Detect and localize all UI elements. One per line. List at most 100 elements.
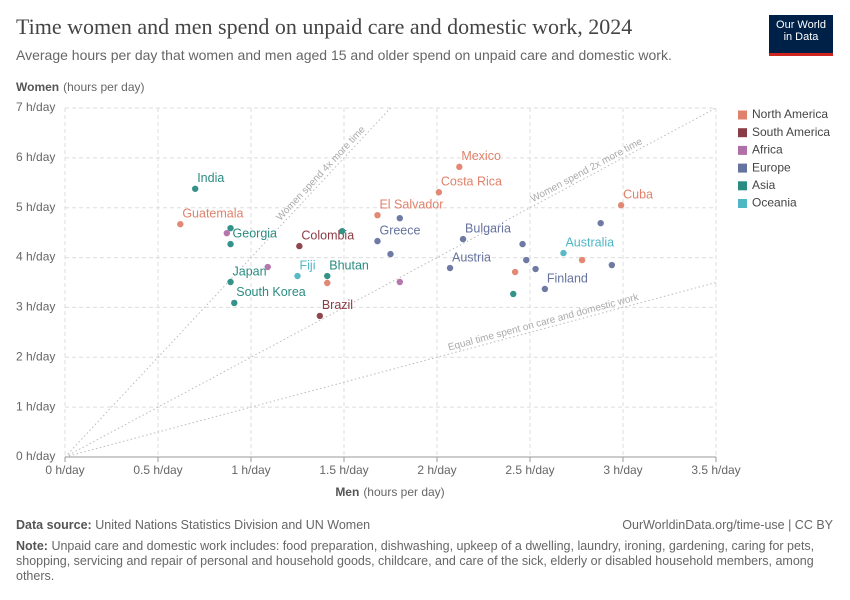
- point-label: Colombia: [301, 228, 354, 242]
- point: [227, 240, 234, 248]
- x-axis-label: Men (hours per day): [335, 485, 444, 499]
- point: [374, 211, 381, 219]
- point: [459, 235, 467, 243]
- y-tick-label: 6 h/day: [16, 150, 55, 164]
- point-label: Mexico: [461, 149, 501, 163]
- x-tick-label: 2 h/day: [417, 463, 456, 477]
- y-axis-unit: (hours per day): [63, 80, 144, 94]
- x-axis-unit: (hours per day): [363, 485, 444, 499]
- legend-label: South America: [752, 125, 830, 139]
- reference-label: Equal time spent on care and domestic wo…: [447, 292, 641, 354]
- legend-swatch: [738, 110, 747, 120]
- point: [387, 250, 394, 258]
- point: [227, 224, 234, 232]
- legend-label: North America: [752, 107, 828, 121]
- source: Data source: United Nations Statistics D…: [16, 518, 370, 532]
- point: [560, 249, 567, 257]
- point-label: Costa Rica: [441, 175, 502, 189]
- point: [294, 272, 301, 280]
- point-label: South Korea: [236, 285, 306, 299]
- legend-swatch: [738, 199, 747, 208]
- point: [324, 279, 331, 287]
- point-label: Australia: [565, 235, 614, 249]
- y-axis-title: Women: [16, 80, 59, 94]
- reference-label: Women spend 4x more time: [275, 124, 369, 223]
- point: [541, 285, 549, 293]
- point-label: El Salvador: [379, 197, 443, 211]
- point: [324, 272, 331, 280]
- point: [192, 185, 199, 192]
- legend-swatch: [738, 181, 747, 191]
- legend-swatch: [738, 145, 747, 155]
- point: [510, 290, 517, 298]
- point-label: Bulgaria: [465, 221, 511, 235]
- point: [296, 242, 303, 250]
- point: [264, 263, 271, 271]
- point-label: Fiji: [300, 258, 316, 272]
- point-label: India: [197, 171, 224, 185]
- point-label: Guatemala: [182, 206, 243, 220]
- point: [227, 278, 234, 286]
- point: [608, 261, 616, 269]
- y-tick-label: 5 h/day: [16, 200, 55, 214]
- point: [374, 237, 381, 245]
- logo[interactable]: Our World in Data: [769, 15, 833, 56]
- point-label: Cuba: [623, 188, 653, 202]
- note: Note: Unpaid care and domestic work incl…: [16, 539, 816, 584]
- legend-swatch: [738, 163, 747, 173]
- y-tick-label: 2 h/day: [16, 349, 55, 363]
- point: [338, 227, 346, 235]
- x-tick-label: 3.5 h/day: [691, 463, 740, 477]
- x-tick-label: 0.5 h/day: [133, 463, 182, 477]
- point: [435, 189, 443, 196]
- point-label: Finland: [547, 271, 588, 285]
- point: [617, 202, 625, 209]
- legend-label: Europe: [752, 160, 791, 174]
- point-label: Georgia: [233, 226, 278, 240]
- y-tick-label: 1 h/day: [16, 399, 55, 413]
- logo-text: Our World in Data: [776, 19, 826, 43]
- point-label: Brazil: [322, 298, 353, 312]
- point: [532, 265, 539, 273]
- point: [511, 268, 519, 276]
- point: [519, 240, 526, 248]
- legend-swatch: [738, 128, 747, 138]
- point: [396, 214, 403, 222]
- y-tick-label: 7 h/day: [16, 100, 55, 114]
- y-tick-label: 3 h/day: [16, 300, 55, 314]
- legend-label: Africa: [752, 143, 783, 157]
- point-label: Japan: [233, 264, 267, 278]
- x-tick-label: 0 h/day: [45, 463, 84, 477]
- point: [396, 278, 403, 286]
- reference-line: [65, 108, 716, 457]
- point: [223, 229, 231, 237]
- y-tick-label: 4 h/day: [16, 250, 55, 264]
- subtitle: Average hours per day that women and men…: [16, 47, 672, 63]
- x-tick-label: 3 h/day: [603, 463, 642, 477]
- x-axis-title: Men: [335, 485, 359, 499]
- source-text: United Nations Statistics Division and U…: [95, 518, 371, 532]
- point: [578, 256, 586, 264]
- source-label: Data source:: [16, 518, 92, 532]
- x-tick-label: 2.5 h/day: [505, 463, 554, 477]
- point: [456, 163, 463, 171]
- point: [177, 220, 184, 228]
- point: [316, 312, 324, 320]
- y-tick-label: 0 h/day: [16, 449, 55, 463]
- y-axis-label: Women (hours per day): [16, 80, 145, 94]
- url[interactable]: OurWorldinData.org/time-use | CC BY: [622, 518, 833, 532]
- reference-line: [65, 282, 716, 457]
- x-tick-label: 1 h/day: [231, 463, 270, 477]
- point: [523, 256, 530, 264]
- chart: Women (hours per day) Men (hours per day) …: [16, 80, 830, 499]
- note-text: Unpaid care and domestic work includes: …: [16, 539, 815, 583]
- x-tick-label: 1.5 h/day: [319, 463, 368, 477]
- legend-label: Oceania: [752, 196, 797, 210]
- legend-label: Asia: [752, 178, 776, 192]
- point-label: Austria: [452, 250, 491, 264]
- point-label: Greece: [379, 223, 420, 237]
- point: [231, 299, 238, 307]
- title: Time women and men spend on unpaid care …: [16, 14, 633, 39]
- point: [446, 264, 454, 272]
